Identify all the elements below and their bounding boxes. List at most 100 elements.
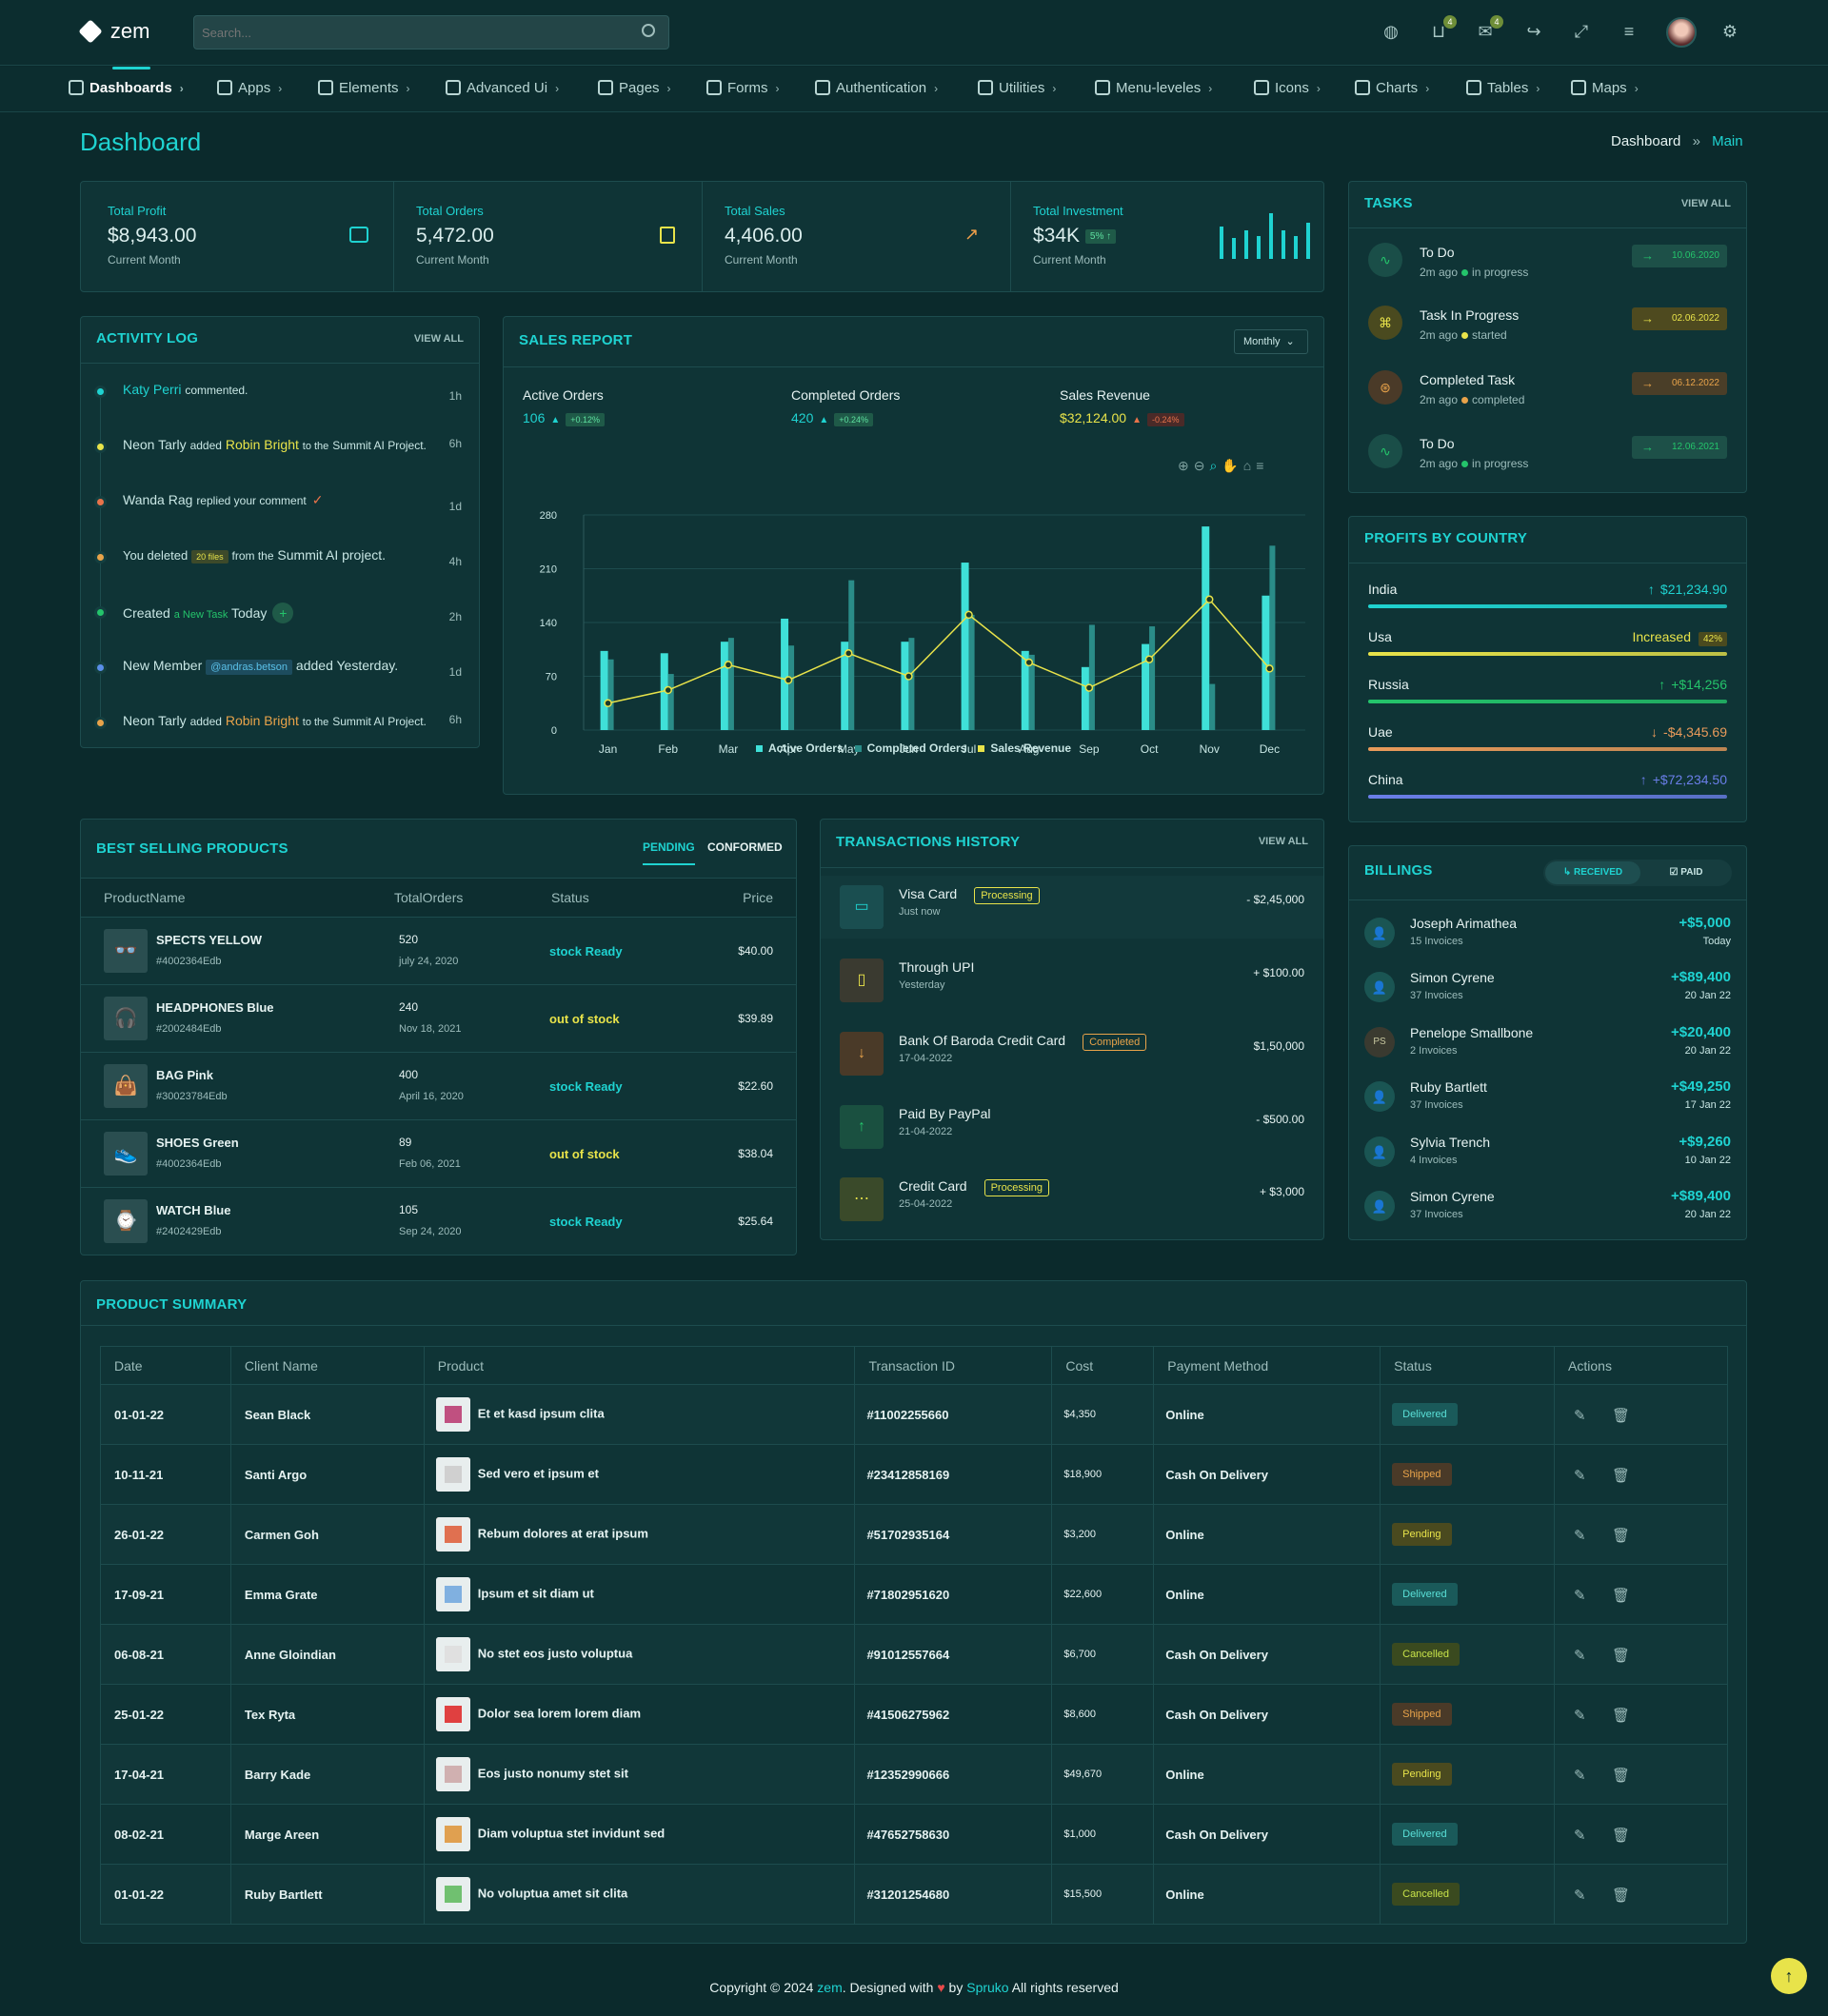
back-to-top-button[interactable]: ↑ <box>1771 1958 1807 1994</box>
trash-icon[interactable]: 🗑 <box>1612 1827 1631 1844</box>
edit-icon[interactable]: ✎ <box>1574 1467 1586 1484</box>
footer-spruko-link[interactable]: Spruko <box>966 1980 1009 1995</box>
menu-icon[interactable]: ≡ <box>1256 458 1269 473</box>
task-meta: 2m ago completed <box>1420 393 1524 406</box>
mail-icon[interactable]: ✉ 4 <box>1475 15 1503 42</box>
billing-name[interactable]: Sylvia Trench <box>1410 1135 1491 1150</box>
task-name[interactable]: To Do <box>1420 436 1455 451</box>
nav-item-elements[interactable]: Elements › <box>318 80 410 96</box>
table-row[interactable]: 17-04-21 Barry Kade Eos justo nonumy stet … <box>100 1744 1728 1805</box>
edit-icon[interactable]: ✎ <box>1574 1647 1586 1664</box>
settings-icon[interactable]: ⚙ <box>1721 22 1739 41</box>
footer-brand-link[interactable]: zem <box>817 1980 843 1995</box>
nav-item-tables[interactable]: Tables › <box>1466 80 1540 96</box>
tab-received[interactable]: ↳ RECEIVED <box>1545 861 1640 884</box>
billing-name[interactable]: Simon Cyrene <box>1410 970 1495 985</box>
tab-conformed[interactable]: CONFORMED <box>707 840 783 854</box>
table-row[interactable]: 👟 SHOES Green #4002364Edb 89 Feb 06, 2021 out… <box>81 1119 796 1187</box>
task-date-badge[interactable]: → 10.06.2020 <box>1632 245 1727 267</box>
nav-item-dashboards[interactable]: Dashboards › <box>69 80 184 96</box>
search-icon[interactable] <box>642 24 655 37</box>
activity-text: @andras.betson <box>206 660 293 675</box>
trash-icon[interactable]: 🗑 <box>1612 1407 1631 1424</box>
avatar[interactable] <box>1666 17 1697 48</box>
cart-icon[interactable]: ⊔ 4 <box>1428 15 1457 42</box>
nav-item-authentication[interactable]: Authentication › <box>815 80 938 96</box>
nav-item-utilities[interactable]: Utilities › <box>978 80 1056 96</box>
table-row[interactable]: 25-01-22 Tex Ryta Dolor sea lorem lorem di… <box>100 1684 1728 1745</box>
zoom-in-icon[interactable]: ⊕ <box>1178 458 1194 473</box>
trash-icon[interactable]: 🗑 <box>1612 1647 1631 1664</box>
table-row[interactable]: 01-01-22 Ruby Bartlett No voluptua amet si… <box>100 1864 1728 1925</box>
add-task-button[interactable]: + <box>272 603 294 623</box>
edit-icon[interactable]: ✎ <box>1574 1767 1586 1784</box>
task-date-badge[interactable]: → 02.06.2022 <box>1632 307 1727 330</box>
edit-icon[interactable]: ✎ <box>1574 1707 1586 1724</box>
breadcrumb-dashboard[interactable]: Dashboard <box>1611 133 1681 149</box>
table-row[interactable]: 08-02-21 Marge Areen Diam voluptua stet in… <box>100 1804 1728 1865</box>
edit-icon[interactable]: ✎ <box>1574 1827 1586 1844</box>
cell-product: No voluptua amet sit clita <box>423 1864 856 1925</box>
home-icon[interactable]: ⌂ <box>1242 458 1257 473</box>
billing-name[interactable]: Simon Cyrene <box>1410 1189 1495 1204</box>
task-date-badge[interactable]: → 12.06.2021 <box>1632 436 1727 459</box>
nav-item-forms[interactable]: Forms › <box>706 80 780 96</box>
activity-item: Created a New Task Today + <box>123 603 294 623</box>
legend-item[interactable]: Active Orders <box>755 741 844 755</box>
tab-paid[interactable]: ☑ PAID <box>1648 861 1724 884</box>
billing-name[interactable]: Joseph Arimathea <box>1410 916 1518 931</box>
edit-icon[interactable]: ✎ <box>1574 1887 1586 1904</box>
table-row[interactable]: 10-11-21 Santi Argo Sed vero et ipsum et #2… <box>100 1444 1728 1505</box>
col-cost: Cost <box>1051 1346 1155 1385</box>
search-input[interactable] <box>202 23 621 42</box>
zoom-out-icon[interactable]: ⊖ <box>1193 458 1210 473</box>
trash-icon[interactable]: 🗑 <box>1612 1887 1631 1904</box>
edit-icon[interactable]: ✎ <box>1574 1587 1586 1604</box>
activity-text: New Member <box>123 658 203 673</box>
kpi-total-profit: Total Profit $8,943.00 Current Month <box>81 181 389 291</box>
task-name[interactable]: Completed Task <box>1420 372 1516 387</box>
table-row[interactable]: 🎧 HEADPHONES Blue #2002484Edb 240 Nov 18, 20… <box>81 984 796 1052</box>
table-row[interactable]: 👜 BAG Pink #30023784Edb 400 April 16, 2020 st… <box>81 1052 796 1119</box>
billing-name[interactable]: Penelope Smallbone <box>1410 1025 1534 1040</box>
task-name[interactable]: Task In Progress <box>1420 307 1520 323</box>
nav-item-icons[interactable]: Icons › <box>1254 80 1321 96</box>
nav-item-menu-leveles[interactable]: Menu-leveles › <box>1095 80 1212 96</box>
trash-icon[interactable]: 🗑 <box>1612 1707 1631 1724</box>
trash-icon[interactable]: 🗑 <box>1612 1587 1631 1604</box>
tab-pending[interactable]: PENDING <box>643 840 695 865</box>
view-all-link[interactable]: VIEW ALL <box>413 333 464 345</box>
nav-item-apps[interactable]: Apps › <box>217 80 282 96</box>
notification-icon[interactable]: ≡ <box>1623 22 1635 41</box>
globe-icon[interactable]: ◍ <box>1383 22 1399 41</box>
table-row[interactable]: 06-08-21 Anne Gloindian No stet eos justo … <box>100 1624 1728 1685</box>
task-name[interactable]: To Do <box>1420 245 1455 260</box>
breadcrumb-main[interactable]: Main <box>1712 133 1743 149</box>
table-row[interactable]: 26-01-22 Carmen Goh Rebum dolores at erat … <box>100 1504 1728 1565</box>
trash-icon[interactable]: 🗑 <box>1612 1767 1631 1784</box>
zoom-select-icon[interactable]: ⌕ <box>1209 458 1222 473</box>
table-row[interactable]: 01-01-22 Sean Black Et et kasd ipsum clita… <box>100 1384 1728 1445</box>
edit-icon[interactable]: ✎ <box>1574 1527 1586 1544</box>
legend-item[interactable]: Completed Orders <box>854 741 966 755</box>
trash-icon[interactable]: 🗑 <box>1612 1467 1631 1484</box>
nav-item-charts[interactable]: Charts › <box>1355 80 1429 96</box>
view-all-link[interactable]: VIEW ALL <box>1680 198 1731 209</box>
nav-item-maps[interactable]: Maps › <box>1571 80 1639 96</box>
task-date-badge[interactable]: → 06.12.2022 <box>1632 372 1727 395</box>
nav-item-pages[interactable]: Pages › <box>598 80 671 96</box>
edit-icon[interactable]: ✎ <box>1574 1407 1586 1424</box>
logo[interactable]: zem <box>78 19 149 46</box>
table-row[interactable]: ⌚ WATCH Blue #2402429Edb 105 Sep 24, 2020 sto… <box>81 1187 796 1255</box>
pan-icon[interactable]: ✋ <box>1222 458 1243 473</box>
fullscreen-icon[interactable]: ⤢ <box>1574 22 1589 41</box>
view-all-link[interactable]: VIEW ALL <box>1258 836 1308 847</box>
table-row[interactable]: 👓 SPECTS YELLOW #4002364Edb 520 july 24, 202… <box>81 917 796 984</box>
legend-item[interactable]: Sales Revenue <box>978 741 1071 755</box>
period-dropdown[interactable]: Monthly ⌄ <box>1234 329 1308 354</box>
billing-name[interactable]: Ruby Bartlett <box>1410 1079 1487 1095</box>
trash-icon[interactable]: 🗑 <box>1612 1527 1631 1544</box>
nav-item-advanced-ui[interactable]: Advanced Ui › <box>446 80 559 96</box>
table-row[interactable]: 17-09-21 Emma Grate Ipsum et sit diam ut #7… <box>100 1564 1728 1625</box>
share-icon[interactable]: ↪ <box>1526 22 1541 41</box>
